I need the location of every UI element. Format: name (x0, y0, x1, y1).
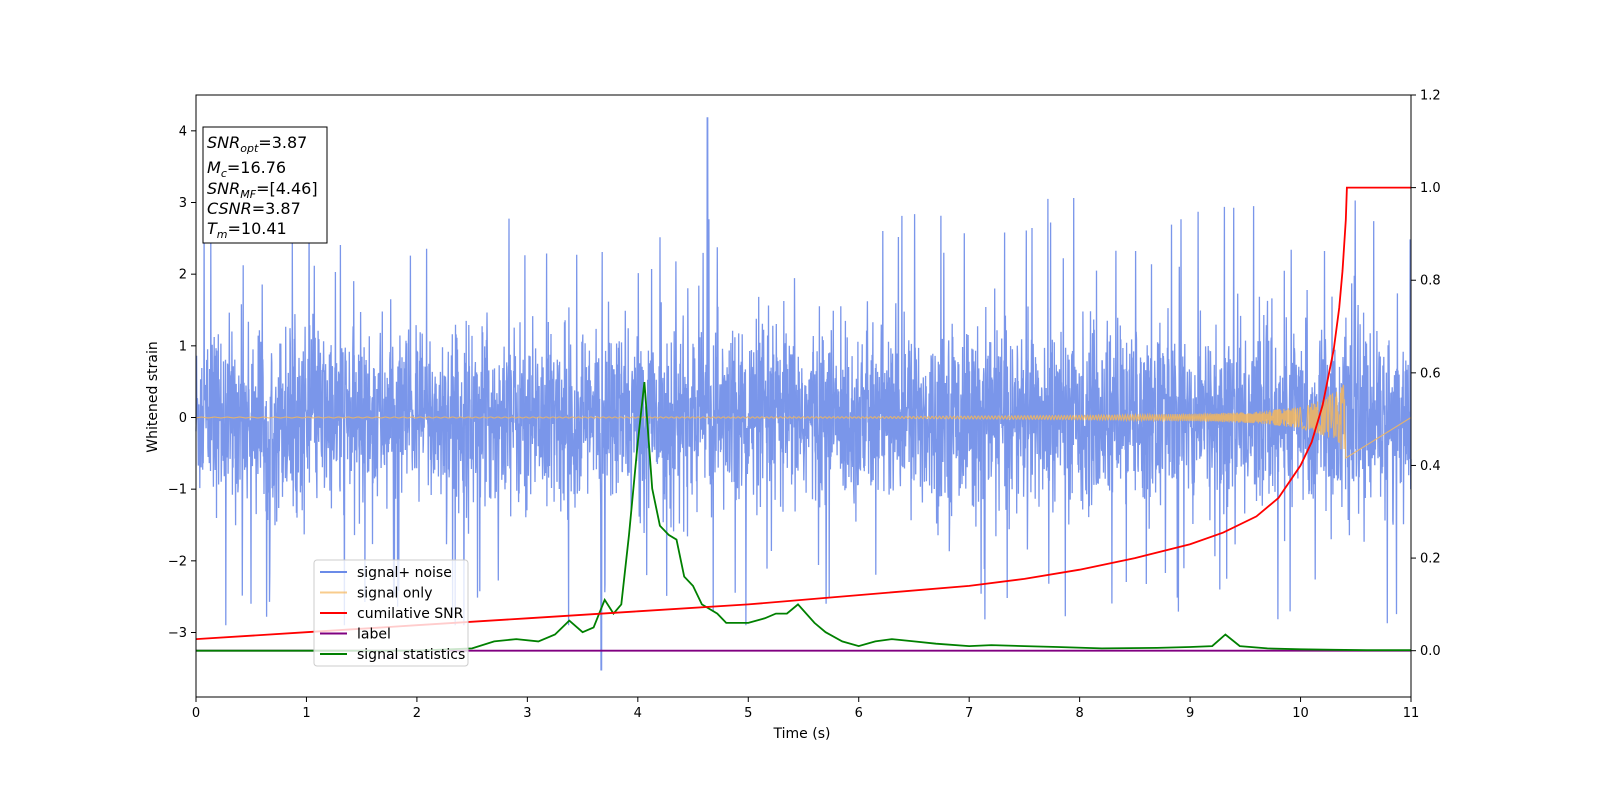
x-tick-label: 6 (855, 706, 863, 721)
signal-noise-line (195, 117, 1412, 671)
y-right-tick-label: 0.0 (1420, 644, 1441, 659)
axis-ticks: 0 1 2 3 4 5 6 7 8 9 10 11 −3 −2 −1 0 1 2 3 4 0.0 0.2 0.4 0.6 0.8… (168, 89, 1441, 722)
x-tick-label: 11 (1403, 706, 1420, 721)
y-left-tick-label: −1 (168, 483, 187, 498)
y-right-tick-label: 0.8 (1420, 274, 1441, 289)
info-line: CSNR=3.87 (207, 199, 301, 218)
x-tick-label: 2 (413, 706, 421, 721)
y-right-tick-label: 0.6 (1420, 366, 1441, 381)
x-tick-label: 5 (744, 706, 752, 721)
legend-label: signal only (357, 586, 432, 602)
x-tick-label: 8 (1075, 706, 1083, 721)
legend-label: signal statistics (357, 647, 465, 663)
axes-frame (195, 94, 1412, 698)
series-signal-only (196, 384, 1412, 459)
y-left-tick-label: 3 (179, 196, 187, 211)
y-axis-label: Whitened strain (145, 341, 161, 452)
y-left-tick-label: 2 (179, 268, 187, 283)
info-line: SNRMF=[4.46] (207, 179, 318, 201)
y-left-tick-label: 1 (179, 339, 187, 354)
signal-only-line (196, 384, 1412, 459)
y-right-tick-label: 0.4 (1420, 459, 1441, 474)
legend-label: label (357, 627, 391, 643)
y-right-tick-label: 1.2 (1420, 89, 1441, 104)
x-tick-label: 10 (1292, 706, 1309, 721)
x-tick-label: 0 (192, 706, 200, 721)
info-line: Tm=10.41 (207, 219, 287, 241)
y-left-tick-label: 0 (179, 411, 187, 426)
y-left-tick-label: −3 (168, 626, 187, 641)
x-tick-label: 4 (634, 706, 642, 721)
y-left-tick-label: −2 (168, 554, 187, 569)
info-line: Mc=16.76 (207, 158, 286, 180)
info-box: SNRopt=3.87 Mc=16.76SNRMF=[4.46]CSNR=3.87… (202, 126, 328, 244)
legend: signal+ noise signal only cumilative SNR la… (313, 559, 469, 667)
info-box-frame (202, 126, 328, 244)
y-right-tick-label: 0.2 (1420, 552, 1441, 567)
x-tick-label: 1 (302, 706, 310, 721)
legend-label: signal+ noise (357, 565, 452, 581)
x-tick-label: 7 (965, 706, 973, 721)
x-tick-label: 9 (1186, 706, 1194, 721)
x-tick-label: 3 (523, 706, 531, 721)
y-left-tick-label: 4 (179, 124, 187, 139)
plot-frame (195, 94, 1412, 698)
legend-frame (313, 559, 469, 667)
x-axis-label: Time (s) (773, 726, 831, 742)
series-signal-statistics (196, 382, 1411, 652)
series-cumilative-snr (195, 186, 1411, 640)
y-right-tick-label: 1.0 (1420, 181, 1441, 196)
legend-label: cumilative SNR (357, 606, 464, 622)
info-line: SNRopt=3.87 (207, 133, 307, 155)
series-signal-noise (195, 117, 1412, 671)
